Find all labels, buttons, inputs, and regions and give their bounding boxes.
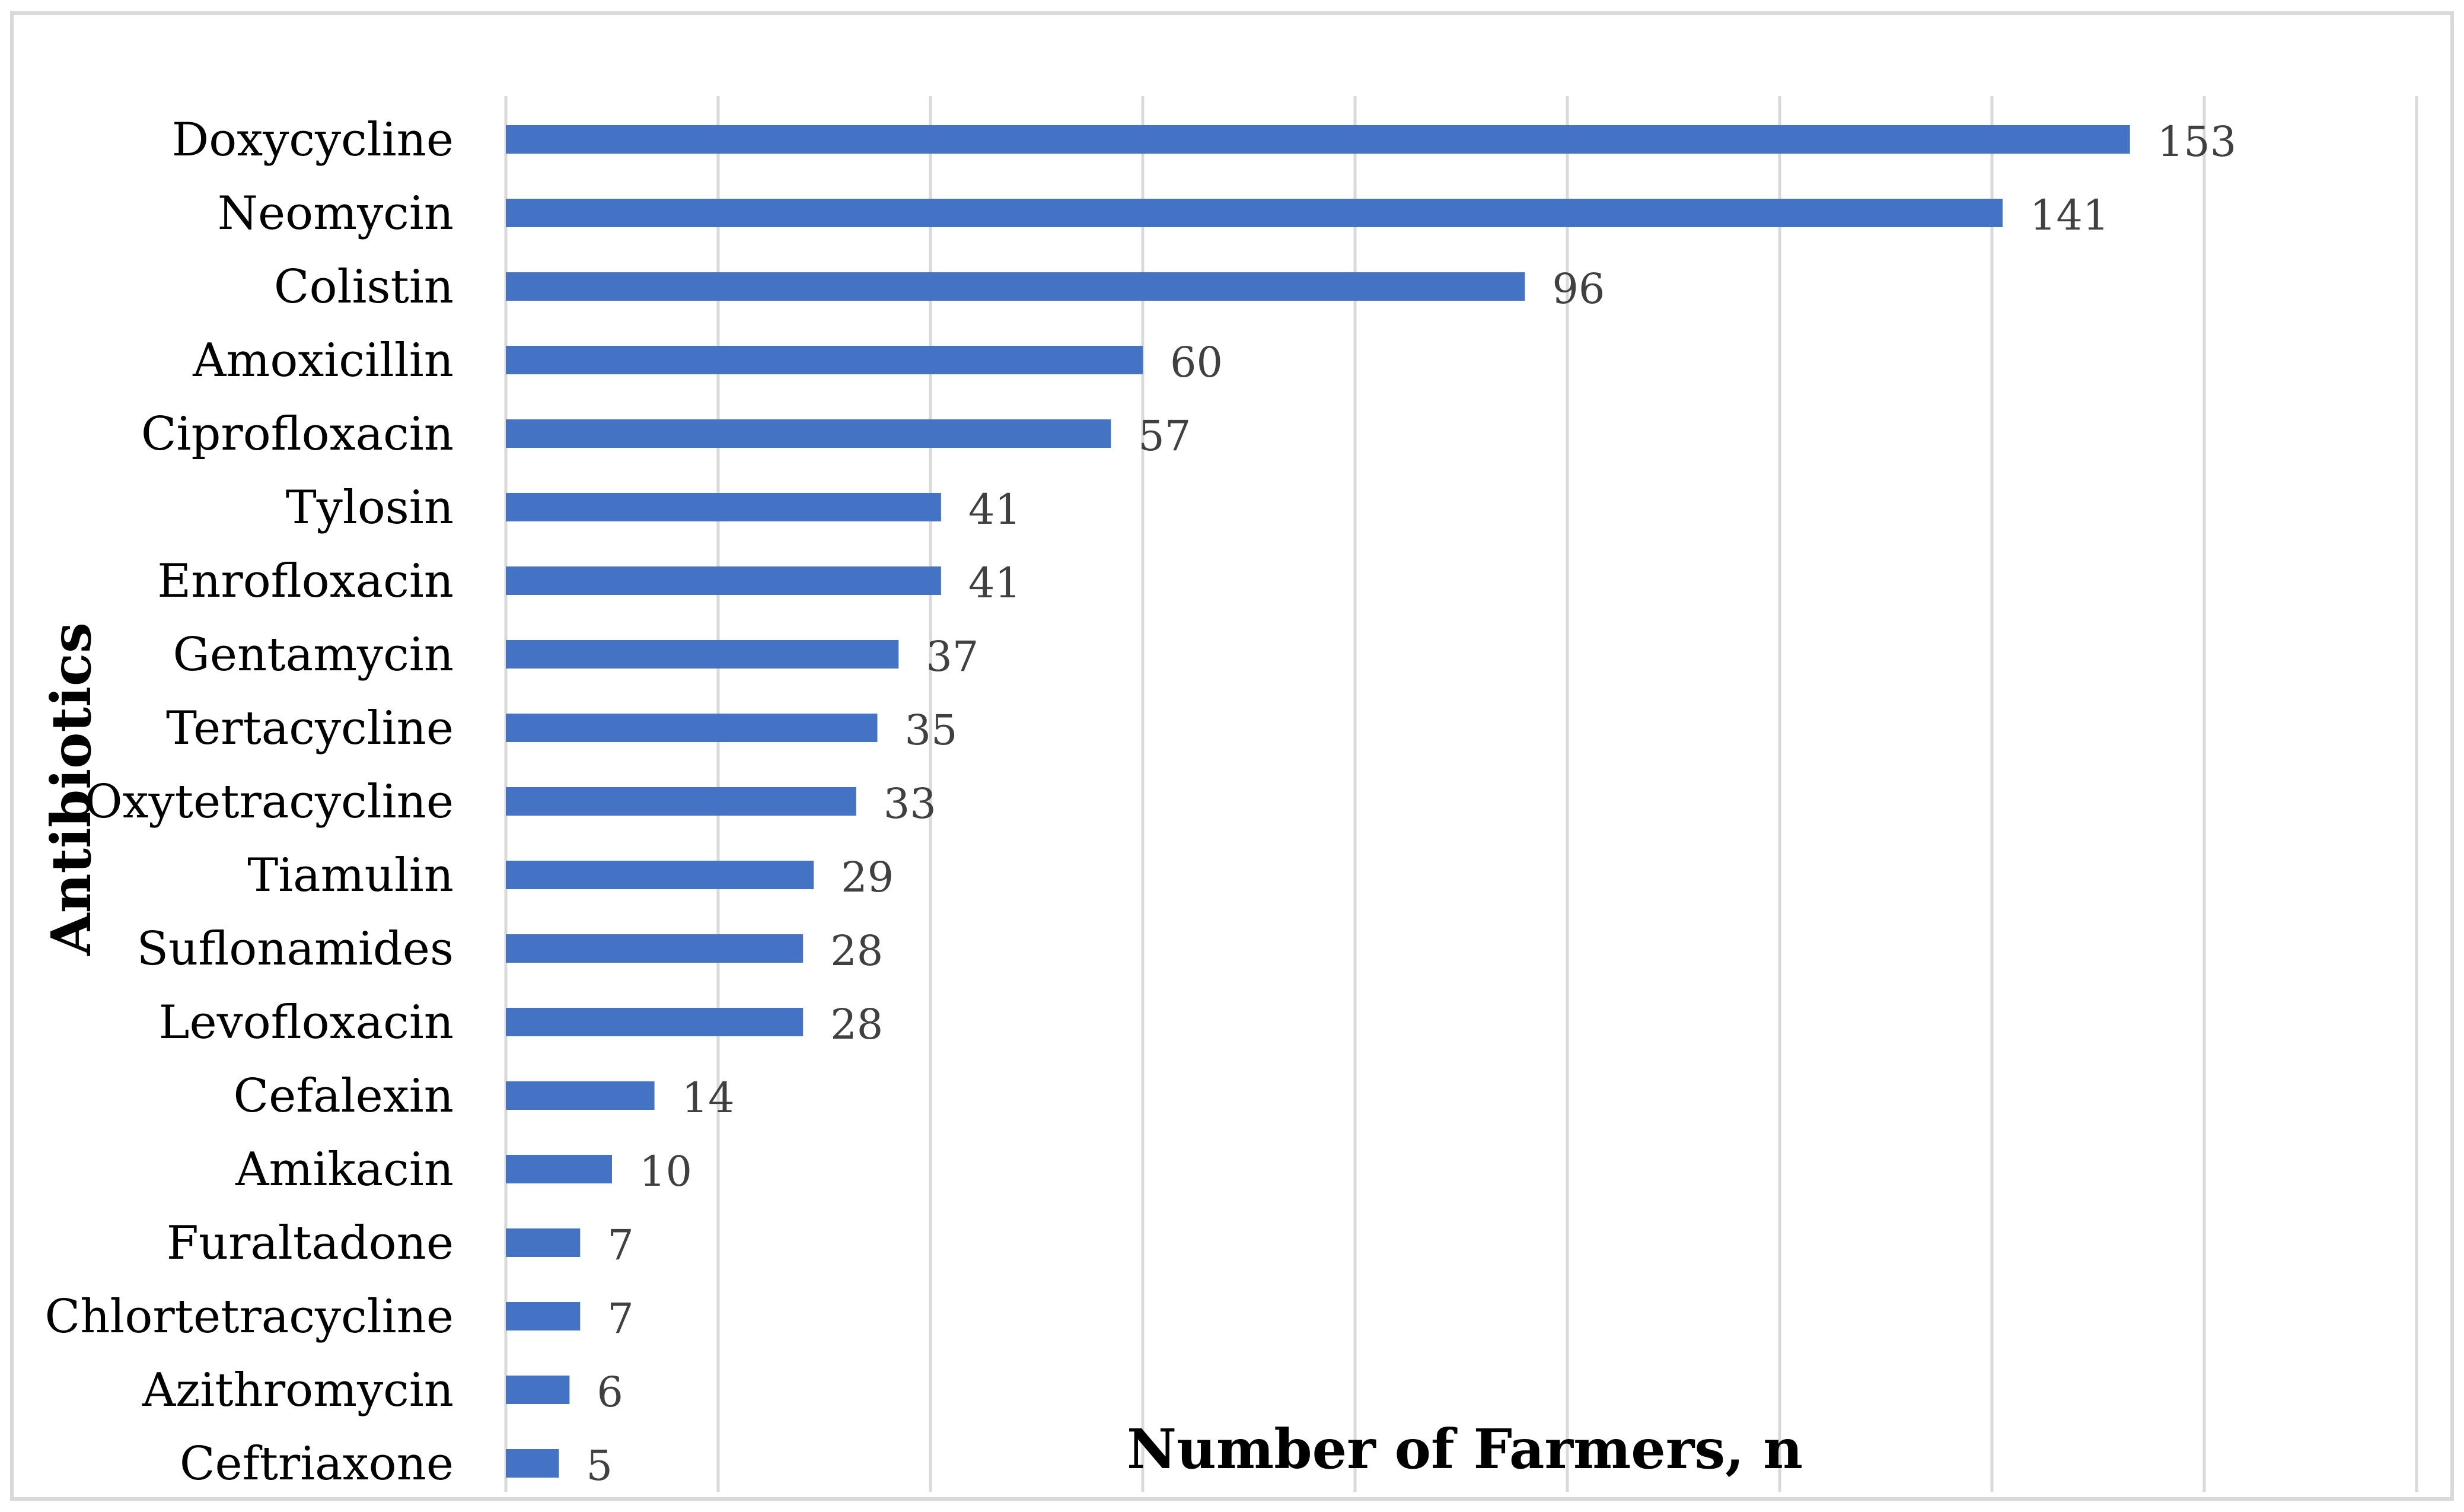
category-label: Levofloxacin [159, 996, 454, 1049]
value-label: 96 [1552, 265, 1605, 313]
value-label: 14 [682, 1074, 735, 1122]
category-label: Oxytetracycline [85, 775, 454, 829]
category-label: Chlortetracycline [45, 1290, 454, 1344]
value-label: 153 [2157, 117, 2237, 166]
bar-1 [506, 125, 2130, 154]
bar-6 [506, 493, 941, 521]
value-label: 141 [2030, 191, 2109, 240]
category-label: Tiamulin [247, 849, 454, 902]
category-label: Furaltadone [167, 1217, 454, 1270]
value-label: 33 [884, 779, 936, 828]
value-label: 5 [586, 1441, 613, 1490]
bar-15 [506, 1155, 612, 1183]
category-label: Gentamycin [173, 628, 454, 682]
category-label: Ciprofloxacin [141, 408, 454, 461]
category-label: Ceftriaxone [180, 1437, 454, 1491]
bar-11 [506, 861, 814, 889]
bar-19 [506, 1449, 559, 1478]
category-label: Tylosin [286, 481, 454, 534]
value-label: 28 [830, 1000, 883, 1049]
category-label: Enrofloxacin [157, 555, 454, 608]
bar-13 [506, 1008, 804, 1036]
bar-4 [506, 346, 1143, 374]
bar-9 [506, 714, 878, 742]
value-label: 37 [926, 632, 978, 681]
gridlines [504, 96, 2418, 1492]
chart-frame [10, 11, 2454, 1501]
category-label: Colistin [274, 260, 454, 314]
bar-7 [506, 566, 941, 595]
value-label: 57 [1138, 412, 1191, 460]
y-axis-title: Antibiotics [39, 622, 103, 956]
category-label: Tertacycline [166, 702, 454, 755]
value-label: 6 [597, 1368, 623, 1416]
value-label: 7 [607, 1221, 634, 1269]
bar-2 [506, 199, 2003, 227]
bar-5 [506, 419, 1111, 448]
category-label: Neomycin [218, 187, 454, 240]
bars [506, 125, 2130, 1478]
bar-17 [506, 1302, 581, 1330]
value-label: 28 [830, 927, 883, 975]
category-label: Amoxicillin [192, 334, 454, 387]
value-label: 35 [905, 706, 958, 755]
category-label: Doxycycline [172, 113, 454, 167]
bar-16 [506, 1228, 581, 1257]
value-label: 29 [841, 853, 894, 902]
bar-18 [506, 1376, 570, 1404]
bar-12 [506, 934, 804, 963]
bar-8 [506, 640, 899, 669]
bar-10 [506, 787, 856, 816]
value-label: 7 [607, 1294, 634, 1343]
category-label: Amikacin [235, 1143, 454, 1196]
x-axis-title: Number of Farmers, n [1127, 1417, 1803, 1481]
value-label: 41 [968, 559, 1021, 607]
value-label: 10 [639, 1147, 692, 1196]
bar-14 [506, 1081, 655, 1110]
category-label: Suflonamides [137, 922, 454, 976]
value-label: 41 [968, 485, 1021, 534]
value-label: 60 [1170, 338, 1223, 387]
bar-3 [506, 272, 1525, 301]
category-label: Azithromycin [142, 1364, 454, 1417]
category-label: Cefalexin [234, 1069, 454, 1123]
category-labels: Doxycycline Neomycin Colistin Amoxicillin Ci… [45, 113, 454, 1491]
